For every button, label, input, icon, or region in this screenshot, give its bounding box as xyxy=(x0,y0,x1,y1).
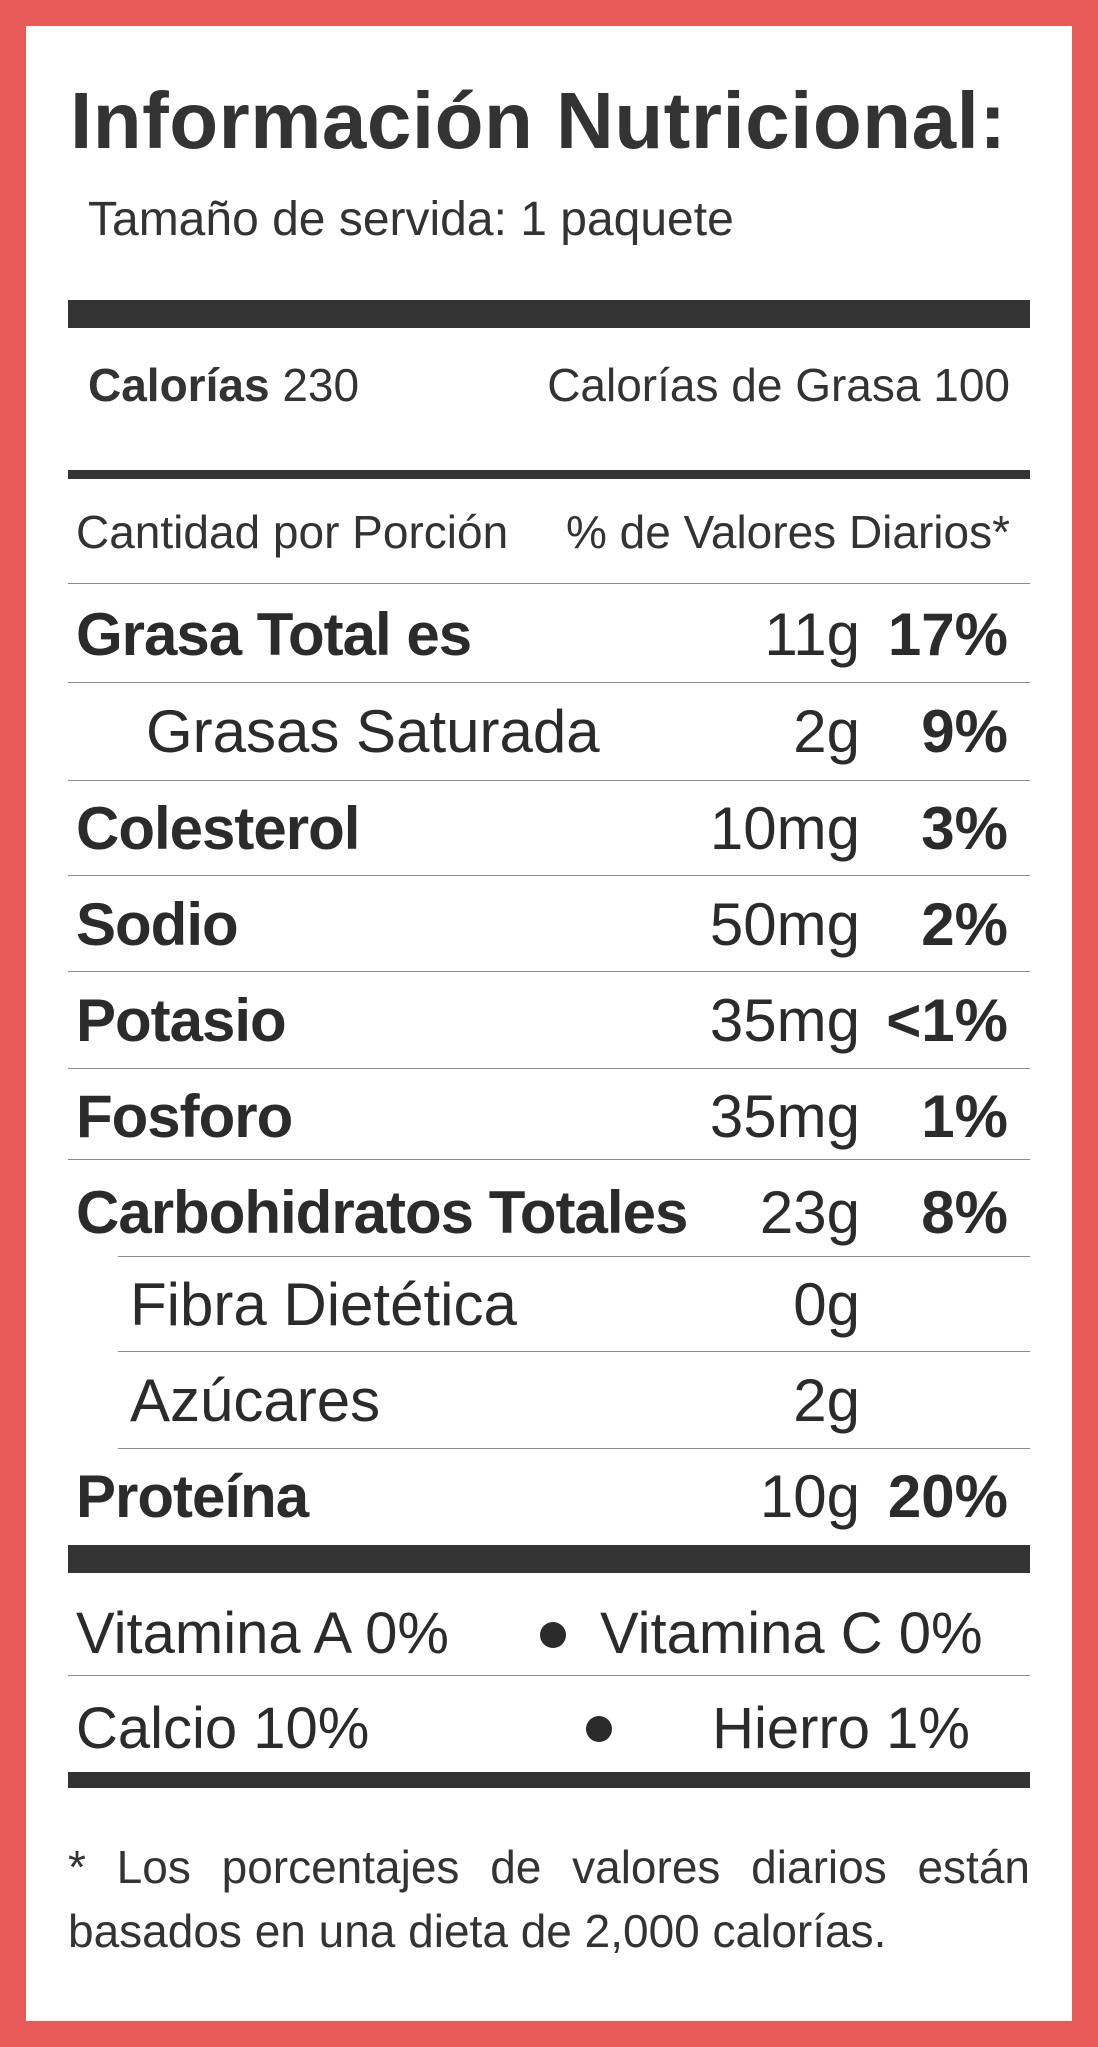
nutrient-amount-sodium: 50mg xyxy=(709,891,860,958)
nutrient-pct-total-fat: 17% xyxy=(887,601,1008,668)
nutrient-pct-protein: 20% xyxy=(887,1463,1008,1530)
serving-size: Tamaño de servida: 1 paquete xyxy=(88,193,734,246)
thick-divider-top xyxy=(68,300,1030,328)
row-divider xyxy=(68,1159,1030,1160)
nutrient-pct-sodium: 2% xyxy=(921,891,1008,958)
nutrient-label-cholesterol: Colesterol xyxy=(76,795,360,862)
nutrient-pct-cholesterol: 3% xyxy=(921,795,1008,862)
nutrient-amount-total-carbs: 23g xyxy=(759,1179,860,1246)
row-divider xyxy=(68,1068,1030,1069)
nutrient-amount-sugars: 2g xyxy=(793,1367,860,1434)
vitamin-a: Vitamina A 0% xyxy=(76,1601,449,1666)
column-header-amount: Cantidad por Porción xyxy=(76,506,509,558)
nutrient-pct-phosphorus: 1% xyxy=(921,1083,1008,1150)
nutrient-label-fiber: Fibra Dietética xyxy=(130,1271,517,1338)
nutrient-amount-phosphorus: 35mg xyxy=(709,1083,860,1150)
nutrient-amount-total-fat: 11g xyxy=(764,601,860,668)
thick-divider-bottom xyxy=(68,1772,1030,1788)
medium-divider xyxy=(68,470,1030,479)
row-divider xyxy=(118,1448,1030,1449)
label-title: Información Nutricional: xyxy=(70,76,1007,165)
nutrient-pct-potassium: <1% xyxy=(886,987,1008,1054)
calories-label: Calorías xyxy=(88,359,270,411)
bullet-icon xyxy=(540,1622,566,1648)
bullet-icon xyxy=(586,1716,612,1742)
nutrition-label xyxy=(26,26,1072,2021)
nutrient-amount-cholesterol: 10mg xyxy=(709,795,860,862)
calories-line: Calorías 230 xyxy=(88,358,359,412)
row-divider xyxy=(68,1675,1030,1676)
row-divider xyxy=(68,583,1030,584)
row-divider xyxy=(68,682,1030,683)
row-divider xyxy=(118,1351,1030,1352)
row-divider xyxy=(68,875,1030,876)
thick-divider-vitamins xyxy=(68,1545,1030,1573)
nutrient-label-sugars: Azúcares xyxy=(130,1367,381,1434)
footnote: * Los porcentajes de valores diarios est… xyxy=(68,1835,1030,1963)
vitamin-c: Vitamina C 0% xyxy=(600,1601,983,1666)
nutrient-amount-potassium: 35mg xyxy=(709,987,860,1054)
iron: Hierro 1% xyxy=(712,1696,970,1761)
nutrient-label-protein: Proteína xyxy=(76,1463,309,1530)
nutrient-pct-saturated-fat: 9% xyxy=(921,698,1008,765)
row-divider xyxy=(68,780,1030,781)
calcium: Calcio 10% xyxy=(76,1696,370,1761)
column-header-daily-value: % de Valores Diarios* xyxy=(565,506,1010,558)
footnote-line-1: * Los porcentajes de valores diarios est… xyxy=(68,1841,1030,1893)
calories-from-fat: Calorías de Grasa 100 xyxy=(547,359,1010,411)
nutrient-label-total-fat: Grasa Total es xyxy=(76,601,472,668)
footnote-line-2: basados en una dieta de 2,000 calorías. xyxy=(68,1905,887,1957)
nutrient-pct-total-carbs: 8% xyxy=(921,1179,1008,1246)
nutrient-label-phosphorus: Fosforo xyxy=(76,1083,293,1150)
row-divider xyxy=(68,971,1030,972)
nutrient-amount-fiber: 0g xyxy=(793,1271,860,1338)
nutrient-amount-protein: 10g xyxy=(759,1463,860,1530)
row-divider xyxy=(118,1256,1030,1257)
nutrient-label-total-carbs: Carbohidratos Totales xyxy=(76,1179,688,1246)
nutrient-label-potassium: Potasio xyxy=(76,987,287,1054)
calories-value: 230 xyxy=(282,359,360,411)
nutrient-amount-saturated-fat: 2g xyxy=(793,698,860,765)
nutrient-label-saturated-fat: Grasas Saturada xyxy=(146,698,600,765)
nutrient-label-sodium: Sodio xyxy=(76,891,239,958)
